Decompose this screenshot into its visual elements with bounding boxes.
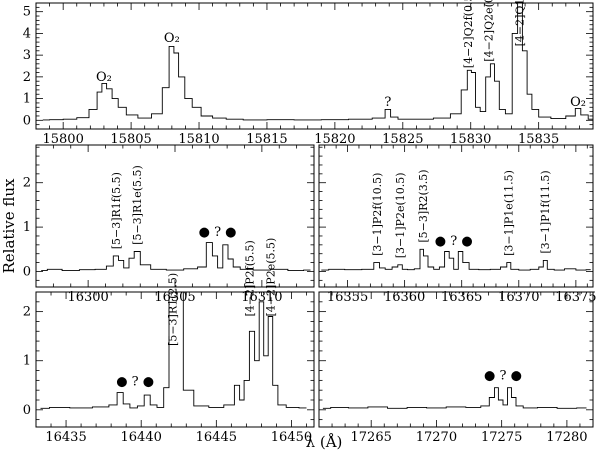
molecule-label: O₂: [164, 31, 180, 46]
y-tick-label: 4: [23, 26, 31, 41]
x-tick-label: 16370: [498, 290, 539, 305]
spectrum-line-0: [41, 242, 311, 272]
spectrum-line-0: [40, 292, 307, 409]
y-tick-label: 0: [23, 113, 31, 128]
y-tick-label: 3: [23, 48, 31, 63]
x-tick-label: 16450: [271, 430, 312, 445]
panel-p4: 16435 16440 16445 16450 0 1 2 ● ? ● [5−3]R1(2.5)…: [23, 238, 315, 445]
line-id-label: [5−3]R2(3.5): [417, 169, 430, 242]
x-tick-label: 17270: [416, 430, 457, 445]
x-tick-label: 15830: [450, 132, 491, 147]
panel-p5: 17265 17270 17275 17280 ● ? ●: [318, 291, 594, 445]
line-id-label: [3−1]P1e(11.5): [503, 170, 516, 256]
y-tick-label: 1: [23, 92, 31, 107]
y-tick-label: 2: [23, 176, 31, 191]
spectrum-line-0: [322, 387, 587, 409]
x-tick-label: 16360: [384, 290, 425, 305]
x-tick-label: 15810: [178, 132, 219, 147]
panel-frame: [318, 144, 594, 288]
y-tick-label: 0: [23, 264, 31, 279]
line-id-label: [5−3]R1e(5.5): [131, 165, 144, 245]
line-id-label: [4−2]Q2e(0.5): [482, 0, 495, 62]
panel-p3: 16355 16360 16365 16370 16375[3−1]P2f(10.5)[…: [318, 144, 597, 305]
x-tick-label: 15825: [382, 132, 423, 147]
y-tick-label: 2: [23, 305, 31, 320]
molecule-label: O₂: [96, 70, 112, 85]
panel-frame: [35, 2, 594, 130]
x-tick-label: 15835: [518, 132, 559, 147]
spectrum-line-0: [321, 248, 591, 271]
x-tick-label: 16445: [196, 430, 237, 445]
x-axis-label: λ (Å): [306, 433, 343, 451]
line-id-label: [3−1]P2e(10.5): [394, 172, 407, 258]
x-tick-label: 16365: [441, 290, 482, 305]
line-id-label: [4−2]Q2f(0.5): [462, 0, 475, 68]
unknown-feature-label: ● ? ●: [199, 225, 237, 240]
line-id-label: [4−2]Q1(1.5): [514, 0, 527, 46]
unknown-feature-label: ● ? ●: [435, 234, 473, 249]
panel-p2: 16300 16305 16310 0 1 2 [5−3]R1f(5.5) [5−3]R1e(…: [23, 144, 315, 305]
x-tick-label: 16310: [241, 290, 282, 305]
line-id-label: [3−1]P2f(10.5): [371, 173, 384, 256]
panel-frame: [35, 291, 315, 428]
line-id-label: [3−1]P1f(11.5): [539, 170, 552, 253]
y-tick-label: 2: [23, 70, 31, 85]
y-tick-label: 1: [23, 220, 31, 235]
x-tick-label: 15820: [314, 132, 355, 147]
unknown-feature-label: ● ? ●: [484, 368, 522, 383]
x-tick-label: 15815: [246, 132, 287, 147]
x-tick-label: 17280: [546, 430, 587, 445]
x-tick-label: 17275: [481, 430, 522, 445]
panels-group: 15800 15805 15810 15815 15820 15825 15830 15835…: [23, 0, 597, 445]
panel-frame: [318, 291, 594, 428]
x-tick-label: 16305: [154, 290, 195, 305]
line-id-label: [4−2]P2f(5.5): [243, 240, 256, 316]
molecule-label: O₂: [570, 95, 586, 110]
panel-frame: [35, 144, 315, 288]
line-id-label: [5−3]R1f(5.5): [110, 172, 123, 249]
x-tick-label: 16435: [45, 430, 86, 445]
x-tick-label: 16300: [67, 290, 108, 305]
y-tick-label: 0: [23, 403, 31, 418]
unknown-feature-label: ?: [384, 95, 391, 110]
unknown-feature-label: ● ? ●: [116, 374, 154, 389]
y-tick-label: 1: [23, 354, 31, 369]
x-tick-label: 15800: [42, 132, 83, 147]
line-id-label: [4−2]P2e(5.5): [264, 238, 277, 317]
panel-p1: 15800 15805 15810 15815 15820 15825 15830 15835…: [23, 0, 594, 147]
spectrum-line-0: [42, 3, 593, 121]
x-tick-label: 16375: [555, 290, 596, 305]
x-tick-label: 17265: [351, 430, 392, 445]
y-axis-label: Relative flux: [0, 178, 18, 274]
y-tick-label: 5: [23, 5, 31, 20]
x-tick-label: 15805: [110, 132, 151, 147]
line-id-label: [5−3]R1(2.5): [167, 273, 180, 346]
x-tick-label: 16440: [121, 430, 162, 445]
